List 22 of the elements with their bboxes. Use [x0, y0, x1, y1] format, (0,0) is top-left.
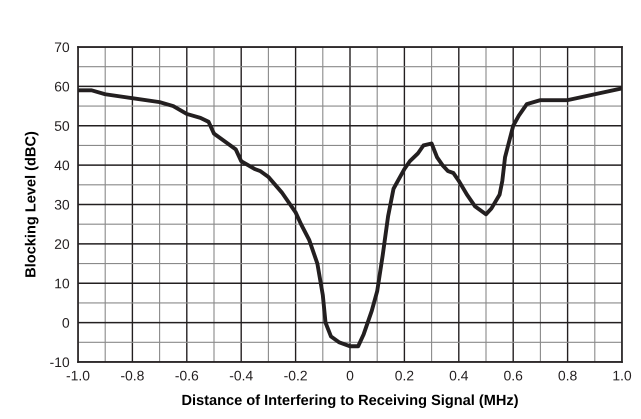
y-tick-label: 40: [54, 160, 70, 170]
y-tick-label: 50: [54, 121, 70, 131]
y-tick-label: 70: [54, 42, 70, 52]
y-tick-label: 10: [55, 278, 70, 288]
x-tick-label: -0.2: [284, 370, 307, 381]
x-tick-label: -0.4: [230, 370, 253, 381]
x-tick-label: -1.0: [66, 370, 90, 381]
x-tick-label: 0.8: [558, 370, 577, 381]
x-axis-title: Distance of Interfering to Receiving Signal (MHz): [182, 394, 518, 408]
x-tick-label: 1.0: [613, 370, 632, 381]
x-tick-label: 0: [346, 370, 354, 381]
x-tick-label: 0.6: [504, 370, 522, 381]
y-tick-label: 20: [54, 239, 70, 250]
y-tick-label: 30: [54, 200, 70, 210]
y-tick-label: 0: [62, 318, 70, 328]
y-tick-label: -10: [50, 357, 70, 368]
x-tick-label: -0.8: [121, 370, 144, 381]
x-tick-label: 0.2: [395, 370, 414, 381]
x-tick-label: -0.6: [175, 370, 198, 381]
y-axis-title: Blocking Level (dBC): [24, 132, 38, 277]
y-tick-label: 60: [54, 82, 70, 92]
x-tick-label: 0.4: [450, 370, 468, 381]
